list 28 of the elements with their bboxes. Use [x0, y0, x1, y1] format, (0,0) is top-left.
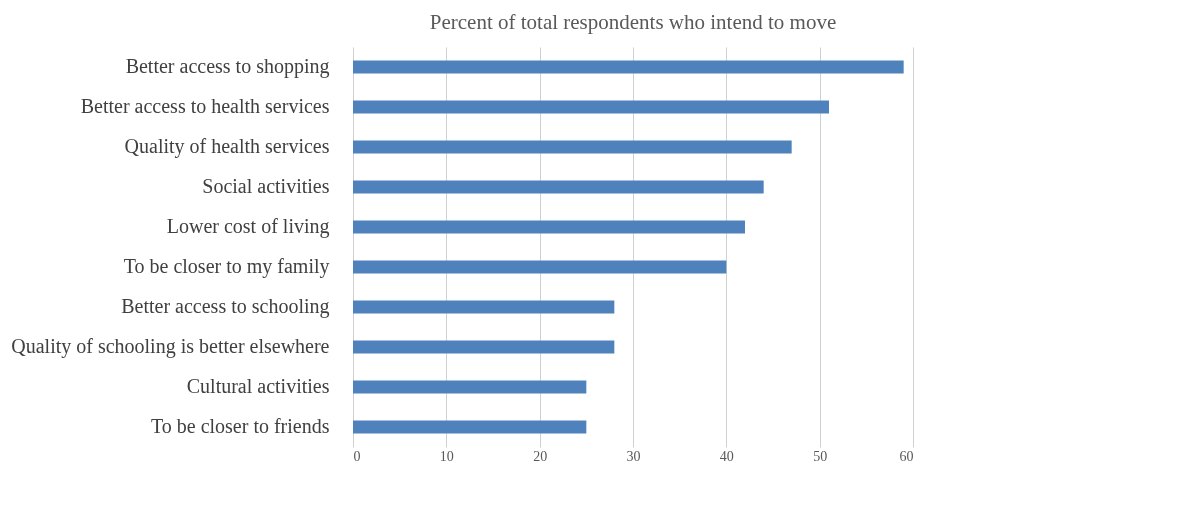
- y-tick-label: Lower cost of living: [166, 215, 330, 238]
- x-tick-label: 60: [899, 448, 914, 464]
- x-tick-label: 0: [353, 448, 361, 464]
- bar: [353, 260, 727, 274]
- bar: [353, 300, 615, 314]
- y-tick-label: Better access to schooling: [121, 295, 330, 318]
- y-tick-label: Social activities: [202, 175, 330, 197]
- bar: [353, 420, 587, 434]
- x-tick-label: 10: [439, 448, 454, 464]
- y-tick-label: To be closer to my family: [123, 255, 330, 278]
- x-tick-label: 50: [813, 448, 828, 464]
- bar: [353, 220, 745, 234]
- bar: [353, 340, 615, 354]
- y-tick-label: Better access to health services: [80, 95, 330, 117]
- x-tick-label: 30: [626, 448, 641, 464]
- bar: [353, 60, 904, 74]
- bar: [353, 140, 792, 154]
- x-tick-label: 20: [533, 448, 548, 464]
- x-tick-label: 40: [719, 448, 734, 464]
- y-tick-label: Quality of health services: [124, 135, 330, 158]
- bar: [353, 180, 764, 194]
- y-tick-label: Better access to shopping: [125, 55, 330, 78]
- y-tick-label: To be closer to friends: [150, 415, 330, 437]
- chart-title: Percent of total respondents who intend to move: [429, 10, 837, 34]
- y-tick-label: Quality of schooling is better elsewhere: [11, 335, 330, 358]
- bar: [353, 380, 587, 394]
- bar: [353, 100, 829, 114]
- y-tick-label: Cultural activities: [186, 375, 330, 397]
